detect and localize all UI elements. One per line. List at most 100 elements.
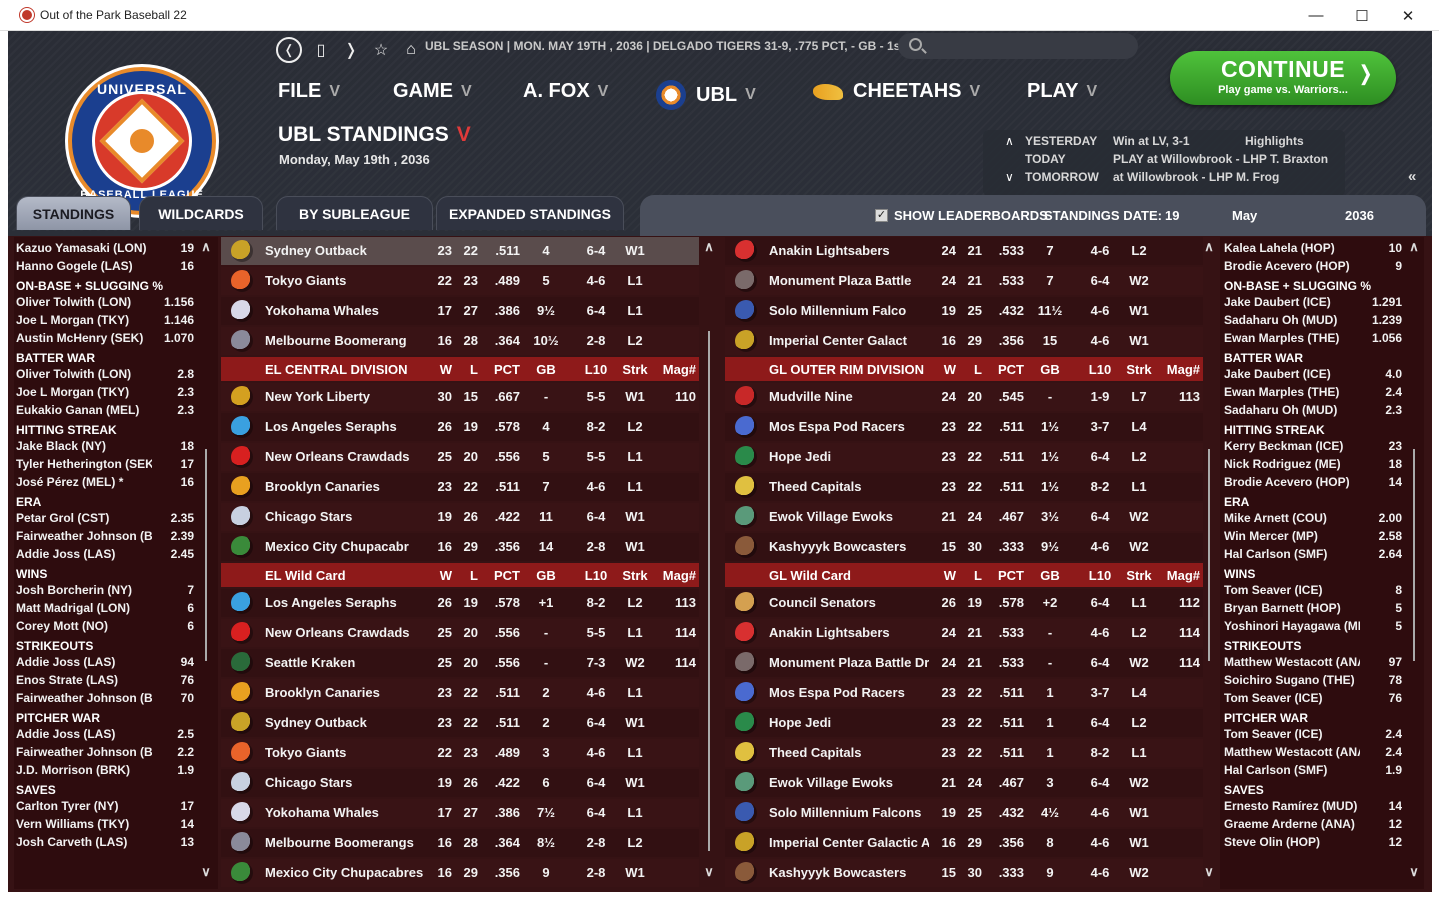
col-header-w[interactable]: W [439, 568, 452, 583]
col-header-strk[interactable]: Strk [1126, 568, 1152, 583]
leader-name[interactable]: Steve Olin (HOP) [1224, 835, 1321, 849]
col-header-l[interactable]: L [974, 362, 982, 377]
leader-row[interactable]: Kerry Beckman (ICE) 23 [1224, 439, 1402, 457]
team-name[interactable]: Anakin Lightsabers [769, 625, 890, 640]
leader-row[interactable]: Josh Borcherin (NY) 7 [16, 583, 194, 601]
leader-name[interactable]: Enos Strate (LAS) [16, 673, 119, 687]
schedule-up-icon[interactable]: ∧ [1005, 134, 1014, 148]
minimize-button[interactable]: — [1308, 7, 1324, 24]
search-input[interactable] [898, 33, 1138, 59]
leader-row[interactable]: Tom Seaver (ICE) 76 [1224, 691, 1402, 709]
leader-row[interactable]: Soichiro Sugano (THE) 78 [1224, 673, 1402, 691]
leader-name[interactable]: Fairweather Johnson (BR [16, 529, 152, 543]
home-icon[interactable]: ⌂ [406, 41, 416, 58]
team-row[interactable]: Anakin Lightsabers 24 21 .533 7 4-6 L2 [725, 237, 1203, 265]
team-row[interactable]: Chicago Stars 19 26 .422 11 6-4 W1 [221, 503, 699, 531]
team-row[interactable]: Council Senators 26 19 .578 +2 6-4 L1 112 [725, 589, 1203, 617]
team-row[interactable]: Anakin Lightsabers 24 21 .533 - 4-6 L2 114 [725, 619, 1203, 647]
team-row[interactable]: Sydney Outback 23 22 .511 2 6-4 W1 [221, 709, 699, 737]
team-name[interactable]: Tokyo Giants [265, 745, 347, 760]
leader-name[interactable]: Fairweather Johnson (BR [16, 691, 152, 705]
leader-row[interactable]: Petar Grol (CST) 2.35 [16, 511, 194, 529]
continue-button[interactable]: CONTINUE Play game vs. Warriors... ❭ [1170, 51, 1396, 105]
team-row[interactable]: Mos Espa Pod Racers 23 22 .511 1½ 3-7 L4 [725, 413, 1203, 441]
leader-name[interactable]: Oliver Tolwith (LON) [16, 295, 132, 309]
col-header-l10[interactable]: L10 [584, 568, 608, 583]
team-name[interactable]: Mos Espa Pod Racers [769, 419, 905, 434]
leader-row[interactable]: Ernesto Ramírez (MUD) 14 [1224, 799, 1402, 817]
leader-name[interactable]: Jake Black (NY) [16, 439, 107, 453]
team-name[interactable]: Yokohama Whales [265, 303, 379, 318]
team-row[interactable]: Melbourne Boomerang 16 28 .364 10½ 2-8 L2 [221, 327, 699, 355]
leader-row[interactable]: Ewan Marples (THE) 2.4 [1224, 385, 1402, 403]
leader-name[interactable]: Addie Joss (LAS) [16, 547, 116, 561]
leader-name[interactable]: Josh Borcherin (NY) [16, 583, 133, 597]
team-row[interactable]: Kashyyyk Bowcasters 15 30 .333 9½ 4-6 W2 [725, 533, 1203, 561]
star-icon[interactable]: ☆ [373, 42, 389, 59]
leader-name[interactable]: Mike Arnett (COU) [1224, 511, 1327, 525]
leader-name[interactable]: Jake Daubert (ICE) [1224, 367, 1331, 381]
leader-name[interactable]: Kerry Beckman (ICE) [1224, 439, 1344, 453]
team-name[interactable]: Mos Espa Pod Racers [769, 685, 905, 700]
team-row[interactable]: Mos Espa Pod Racers 23 22 .511 1 3-7 L4 [725, 679, 1203, 707]
team-name[interactable]: Tokyo Giants [265, 273, 347, 288]
team-name[interactable]: Mexico City Chupacabr [265, 539, 409, 554]
team-row[interactable]: Chicago Stars 19 26 .422 6 6-4 W1 [221, 769, 699, 797]
team-name[interactable]: Mudville Nine [769, 389, 853, 404]
leader-name[interactable]: Sadaharu Oh (MUD) [1224, 313, 1338, 327]
leader-name[interactable]: Kalea Lahela (HOP) [1224, 241, 1335, 255]
team-row[interactable]: Ewok Village Ewoks 21 24 .467 3½ 6-4 W2 [725, 503, 1203, 531]
team-name[interactable]: Melbourne Boomerang [265, 333, 407, 348]
team-row[interactable]: Theed Capitals 23 22 .511 1½ 8-2 L1 [725, 473, 1203, 501]
leader-name[interactable]: Ewan Marples (THE) [1224, 331, 1340, 345]
leader-name[interactable]: Tom Seaver (ICE) [1224, 583, 1323, 597]
right-leaders-scroll-up-icon[interactable]: ∧ [1409, 239, 1419, 254]
leader-row[interactable]: Hanno Gogele (LAS) 16 [16, 259, 194, 277]
leader-name[interactable]: José Pérez (MEL) * [16, 475, 124, 489]
team-name[interactable]: Imperial Center Galact [769, 333, 907, 348]
leader-name[interactable]: Corey Mott (NO) [16, 619, 108, 633]
team-row[interactable]: Los Angeles Seraphs 26 19 .578 4 8-2 L2 [221, 413, 699, 441]
leader-row[interactable]: Jake Daubert (ICE) 1.291 [1224, 295, 1402, 313]
leader-row[interactable]: Nick Rodriguez (ME) 18 [1224, 457, 1402, 475]
team-row[interactable]: Tokyo Giants 22 23 .489 5 4-6 L1 [221, 267, 699, 295]
maximize-button[interactable]: ☐ [1355, 7, 1369, 25]
leader-name[interactable]: Fairweather Johnson (BR [16, 745, 152, 759]
team-name[interactable]: Hope Jedi [769, 715, 832, 730]
team-name[interactable]: Theed Capitals [769, 479, 862, 494]
col-header-mag[interactable]: Mag# [1166, 362, 1200, 377]
leader-row[interactable]: Hal Carlson (SMF) 2.64 [1224, 547, 1402, 565]
team-name[interactable]: Anakin Lightsabers [769, 243, 890, 258]
schedule-value[interactable]: at Willowbrook - LHP M. Frog [1113, 170, 1280, 184]
right-table-scroll-down-icon[interactable]: ∨ [1204, 864, 1214, 879]
team-name[interactable]: Ewok Village Ewoks [769, 775, 894, 790]
team-row[interactable]: Imperial Center Galact 16 29 .356 15 4-6 W1 [725, 327, 1203, 355]
leader-row[interactable]: Tyler Hetherington (SEK) 17 [16, 457, 194, 475]
leader-name[interactable]: Matthew Westacott (ANA) [1224, 655, 1360, 669]
team-name[interactable]: Hope Jedi [769, 449, 832, 464]
leader-row[interactable]: Addie Joss (LAS) 2.5 [16, 727, 194, 745]
team-row[interactable]: Monument Plaza Battle 24 21 .533 7 6-4 W2 [725, 267, 1203, 295]
team-name[interactable]: Solo Millennium Falco [769, 303, 907, 318]
team-name[interactable]: Chicago Stars [265, 775, 353, 790]
menu-cheetahs[interactable]: CHEETAHS V [813, 80, 980, 103]
right-table-scroll-up-icon[interactable]: ∧ [1204, 239, 1214, 254]
team-name[interactable]: Kashyyyk Bowcasters [769, 539, 907, 554]
team-name[interactable]: Los Angeles Seraphs [265, 419, 397, 434]
col-header-pct[interactable]: PCT [494, 362, 520, 377]
leader-name[interactable]: Brodie Acevero (HOP) [1224, 475, 1350, 489]
leader-row[interactable]: Austin McHenry (SEK) 1.070 [16, 331, 194, 349]
leader-row[interactable]: Fairweather Johnson (BR 2.2 [16, 745, 194, 763]
team-row[interactable]: New Orleans Crawdads 25 20 .556 5 5-5 L1 [221, 443, 699, 471]
tab-expanded-standings[interactable]: EXPANDED STANDINGS [436, 196, 624, 230]
team-row[interactable]: Ewok Village Ewoks 21 24 .467 3 6-4 W2 [725, 769, 1203, 797]
team-row[interactable]: Imperial Center Galactic Al 16 29 .356 8 4-6 W… [725, 829, 1203, 857]
left-leaders-scroll-up-icon[interactable]: ∧ [201, 239, 211, 254]
team-name[interactable]: Kashyyyk Bowcasters [769, 865, 907, 880]
team-name[interactable]: Chicago Stars [265, 509, 353, 524]
team-row[interactable]: Yokohama Whales 17 27 .386 9½ 6-4 L1 [221, 297, 699, 325]
leader-name[interactable]: Jake Daubert (ICE) [1224, 295, 1331, 309]
right-leaders-scroll-down-icon[interactable]: ∨ [1409, 864, 1419, 879]
menu-ubl[interactable]: UBL V [656, 80, 756, 110]
team-row[interactable]: Tokyo Giants 22 23 .489 3 4-6 L1 [221, 739, 699, 767]
